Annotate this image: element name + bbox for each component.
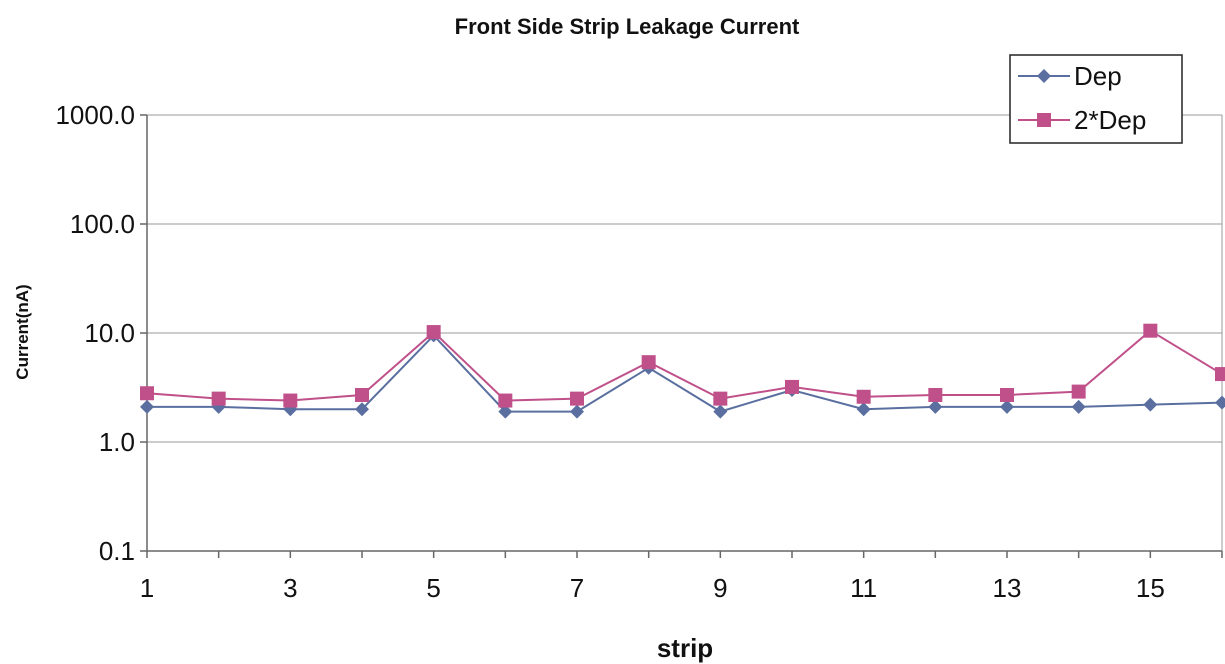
x-tick-label: 11	[850, 573, 877, 603]
data-point	[570, 404, 584, 419]
data-point	[498, 404, 513, 419]
data-point	[211, 391, 226, 406]
data-point	[1143, 397, 1158, 412]
data-point	[1215, 367, 1225, 382]
x-tick-label: 15	[1136, 573, 1165, 603]
chart-title: Front Side Strip Leakage Current	[455, 14, 800, 39]
data-point	[713, 391, 728, 406]
series-line	[147, 333, 1223, 413]
x-tick-label: 9	[713, 573, 727, 603]
legend-box	[1009, 54, 1183, 144]
axes	[140, 114, 1223, 558]
data-point	[1215, 395, 1225, 410]
y-tick-label: 0.1	[99, 536, 135, 566]
x-tick-label: 13	[993, 573, 1022, 603]
series-dep	[140, 328, 1225, 419]
legend-marker	[1037, 113, 1051, 127]
data-point	[1000, 399, 1014, 414]
y-tick-label: 1.0	[99, 427, 135, 457]
data-point	[355, 402, 369, 417]
legend-label: 2*Dep	[1074, 105, 1146, 135]
gridlines	[147, 114, 1223, 551]
data-point	[140, 399, 154, 414]
x-tick-label: 1	[140, 573, 154, 603]
x-tick-label: 7	[570, 573, 584, 603]
data-point	[713, 404, 728, 419]
series-2-dep	[140, 323, 1225, 408]
data-point	[498, 393, 513, 408]
x-tick-label: 3	[283, 573, 297, 603]
plot-area	[140, 323, 1225, 419]
y-tick-label: 1000.0	[55, 100, 135, 130]
x-tick-labels: 1 3 5 7 9 11 13 15	[140, 573, 1165, 603]
y-tick-labels: 1000.0 100.0 10.0 1.0 0.1	[55, 100, 135, 566]
data-point	[641, 355, 656, 370]
legend-label: Dep	[1074, 61, 1122, 91]
y-tick-label: 10.0	[84, 318, 135, 348]
legend: Dep 2*Dep	[1009, 54, 1183, 144]
data-point	[1000, 387, 1014, 402]
data-point	[1143, 323, 1158, 338]
data-point	[1071, 399, 1086, 414]
data-point	[1071, 384, 1086, 399]
data-point	[928, 399, 943, 414]
data-point	[426, 325, 441, 340]
x-axis-label: strip	[657, 633, 713, 663]
series-line	[146, 329, 1223, 402]
y-tick-label: 100.0	[70, 209, 135, 239]
data-point	[283, 393, 298, 408]
data-point	[140, 386, 154, 401]
legend-marker	[1037, 69, 1051, 83]
data-point	[570, 391, 584, 406]
data-point	[928, 387, 943, 402]
data-point	[856, 402, 871, 417]
data-point	[856, 389, 871, 404]
y-axis-label: Current(nA)	[13, 284, 32, 379]
data-point	[355, 387, 369, 402]
data-point	[785, 379, 799, 394]
x-tick-label: 5	[426, 573, 440, 603]
